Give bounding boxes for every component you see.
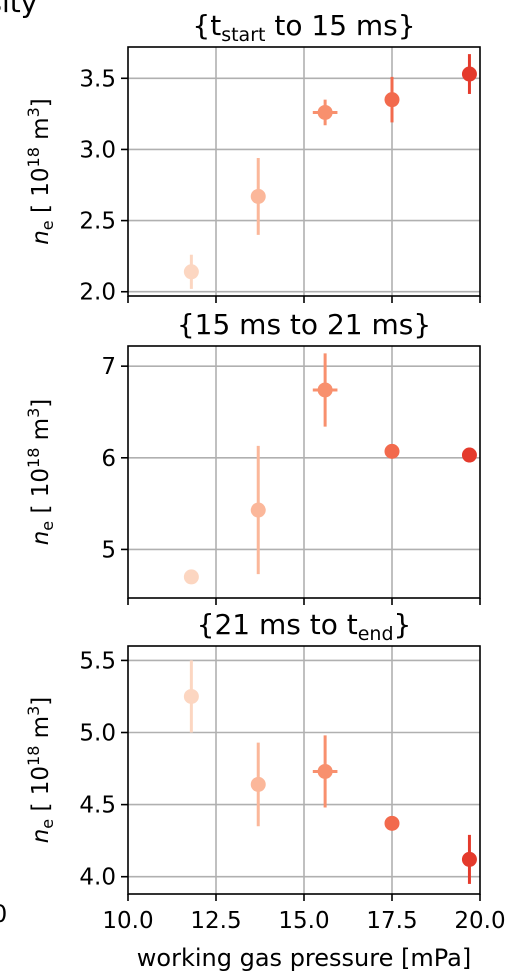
panel-3-x-tick-label: 17.5 bbox=[366, 908, 417, 934]
panel-3-data-point bbox=[384, 815, 400, 831]
panel-3-x-tick-label: 12.5 bbox=[190, 908, 241, 934]
panel-1-data-point bbox=[250, 188, 266, 204]
panel-1-y-tick-label: 2.0 bbox=[79, 280, 116, 306]
panel-1-y-tick-label: 3.5 bbox=[79, 66, 116, 92]
panel-3-data-point bbox=[317, 763, 333, 779]
panel-2-data-point bbox=[317, 382, 333, 398]
panel-2-y-tick-label: 6 bbox=[101, 446, 116, 472]
panel-3-y-tick-label: 5.0 bbox=[79, 721, 116, 747]
x-axis-label: working gas pressure [mPa] bbox=[137, 944, 471, 972]
panel-2-y-tick-label: 5 bbox=[101, 537, 116, 563]
panel-1-title: {tstart to 15 ms} bbox=[192, 9, 415, 46]
panel-3-y-axis-label: ne [ 1018 m3] bbox=[24, 697, 57, 844]
panel-3-x-tick-label: 10.0 bbox=[102, 908, 153, 934]
panel-2-data-point bbox=[461, 447, 477, 463]
panel-1-y-tick-label: 2.5 bbox=[79, 209, 116, 235]
cropped-title-fragment: d density bbox=[0, 0, 37, 19]
panel-2-data-point bbox=[250, 502, 266, 518]
panel-1-data-point bbox=[183, 264, 199, 280]
panel-3-x-tick-label: 15.0 bbox=[278, 908, 329, 934]
cropped-left-tick: 0 bbox=[0, 900, 7, 928]
panel-2-data-point bbox=[384, 443, 400, 459]
panel-3-title: {21 ms to tend} bbox=[197, 608, 412, 645]
panel-2-title: {15 ms to 21 ms} bbox=[177, 308, 431, 341]
panel-3-data-point bbox=[461, 851, 477, 867]
panel-2-y-axis-label: ne [ 1018 m3] bbox=[24, 399, 57, 546]
panel-3-x-tick-label: 20.0 bbox=[454, 908, 505, 934]
panel-3-y-tick-label: 4.0 bbox=[79, 865, 116, 891]
panel-2-y-tick-label: 7 bbox=[101, 354, 116, 380]
panel-3-data-point bbox=[250, 776, 266, 792]
panel-1-data-point bbox=[461, 66, 477, 82]
panel-1-data-point bbox=[317, 104, 333, 120]
panel-1-y-tick-label: 3.0 bbox=[79, 137, 116, 163]
panel-3-y-tick-label: 5.5 bbox=[79, 648, 116, 674]
panel-3-data-point bbox=[183, 688, 199, 704]
panel-3-y-tick-label: 4.5 bbox=[79, 793, 116, 819]
panel-1-data-point bbox=[384, 92, 400, 108]
panel-1-y-axis-label: ne [ 1018 m3] bbox=[24, 98, 57, 245]
panel-2-data-point bbox=[183, 569, 199, 585]
